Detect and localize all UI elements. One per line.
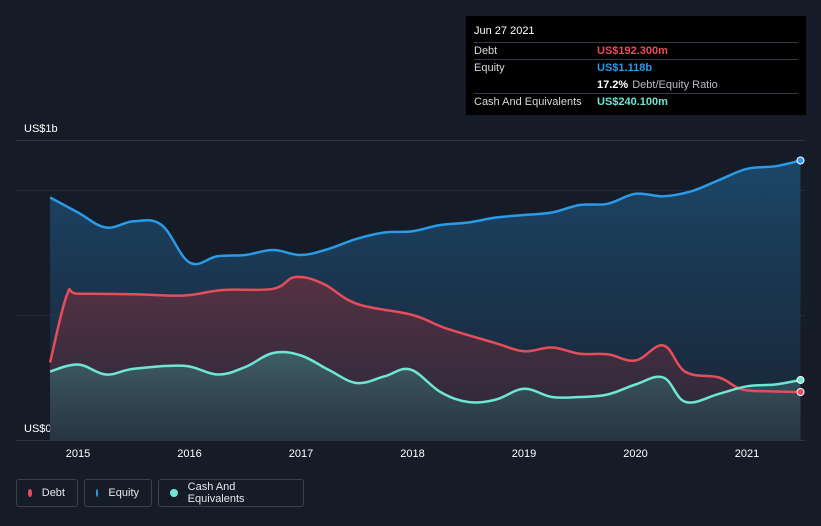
cash-line — [49, 350, 801, 404]
legend-cash-dot — [170, 489, 178, 497]
tooltip-row-cash: Cash And Equivalents US$240.100m — [474, 93, 798, 110]
tooltip-row-debt: Debt US$192.300m — [474, 42, 798, 59]
legend-debt[interactable]: Debt — [16, 479, 78, 507]
series-lines — [48, 159, 801, 404]
debt-line — [48, 275, 801, 394]
tooltip-cash-value: US$240.100m — [597, 96, 668, 108]
y-axis-top-label: US$1b — [24, 123, 58, 135]
equity-line — [49, 159, 801, 266]
tooltip-date: Jun 27 2021 — [474, 25, 535, 37]
legend-debt-dot — [28, 489, 32, 497]
tooltip-debt-label: Debt — [474, 45, 498, 57]
x-tick-label: 2017 — [289, 448, 313, 460]
cash-end-marker — [796, 375, 805, 384]
tooltip-row-ratio: 17.2% Debt/Equity Ratio — [474, 76, 798, 93]
legend-cash-label: Cash And Equivalents — [187, 481, 245, 505]
x-tick-label: 2018 — [400, 448, 424, 460]
tooltip-panel: Jun 27 2021 Debt US$192.300m Equity US$1… — [466, 16, 806, 115]
debt-end-marker — [796, 388, 805, 396]
legend-cash[interactable]: Cash And Equivalents — [158, 479, 304, 507]
tooltip-debt-value: US$192.300m — [597, 45, 668, 57]
tooltip-equity-label: Equity — [474, 62, 505, 74]
tooltip-row-equity: Equity US$1.118b — [474, 59, 798, 76]
legend-equity-label: Equity — [108, 487, 139, 499]
x-tick-label: 2020 — [623, 448, 647, 460]
legend-equity-dot — [96, 489, 99, 497]
equity-end-marker — [796, 156, 805, 165]
x-tick-label: 2016 — [177, 448, 201, 460]
legend-equity[interactable]: Equity — [84, 479, 152, 507]
tooltip-ratio-label: Debt/Equity Ratio — [632, 78, 718, 91]
x-tick-label: 2015 — [66, 448, 90, 460]
x-tick-label: 2019 — [512, 448, 536, 460]
tooltip-ratio-value: 17.2% — [597, 78, 629, 91]
series-areas — [50, 160, 801, 440]
end-markers — [796, 156, 805, 396]
legend-debt-label: Debt — [41, 487, 65, 499]
tooltip-cash-label: Cash And Equivalents — [474, 96, 582, 108]
x-axis-ticks: 2015 2016 2017 2018 2019 2020 2021 — [66, 448, 759, 460]
x-tick-label: 2021 — [735, 448, 759, 460]
y-axis-bottom-label: US$0 — [24, 423, 52, 435]
tooltip-equity-value: US$1.118b — [597, 62, 653, 74]
cash-area — [50, 352, 801, 440]
